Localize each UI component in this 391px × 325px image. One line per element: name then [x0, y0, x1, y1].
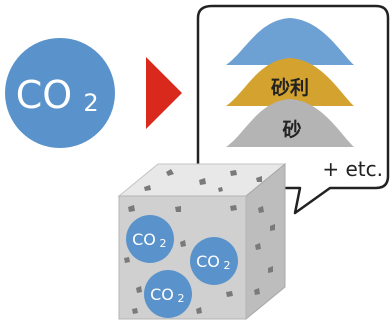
etc-label: + etc. [322, 157, 383, 181]
co2-molecule-small-2: CO 2 [190, 237, 238, 285]
co2-large-subscript: 2 [83, 89, 98, 117]
gravel-label: 砂利 [271, 77, 309, 99]
sand-label: 砂 [282, 119, 301, 141]
co2-small-circle [126, 215, 174, 263]
concrete-aggregate-specks [124, 169, 275, 314]
aggregate-layer-sand [226, 99, 354, 147]
co2-small-label: CO [196, 252, 220, 271]
co2-small-label: CO [132, 230, 156, 249]
co2-large-label: CO [16, 73, 72, 117]
co2-large-circle [5, 38, 115, 148]
aggregate-layer-blue [226, 18, 354, 65]
co2-molecule-small-1: CO 2 [126, 215, 174, 263]
concrete-block: CO 2 CO 2 CO 2 [117, 162, 287, 321]
co2-small-circle [144, 270, 192, 318]
co2-molecule-small-3: CO 2 [144, 270, 192, 318]
co2-molecule-large: CO 2 [5, 38, 115, 148]
co2-small-subscript: 2 [224, 259, 231, 272]
co2-small-circle [190, 237, 238, 285]
aggregate-layer-gravel [226, 58, 354, 106]
co2-small-subscript: 2 [160, 237, 167, 250]
co2-small-subscript: 2 [178, 292, 185, 305]
red-arrow-icon [146, 57, 182, 129]
co2-small-label: CO [150, 285, 174, 304]
speech-bubble: 砂利 砂 + etc. [196, 4, 390, 215]
